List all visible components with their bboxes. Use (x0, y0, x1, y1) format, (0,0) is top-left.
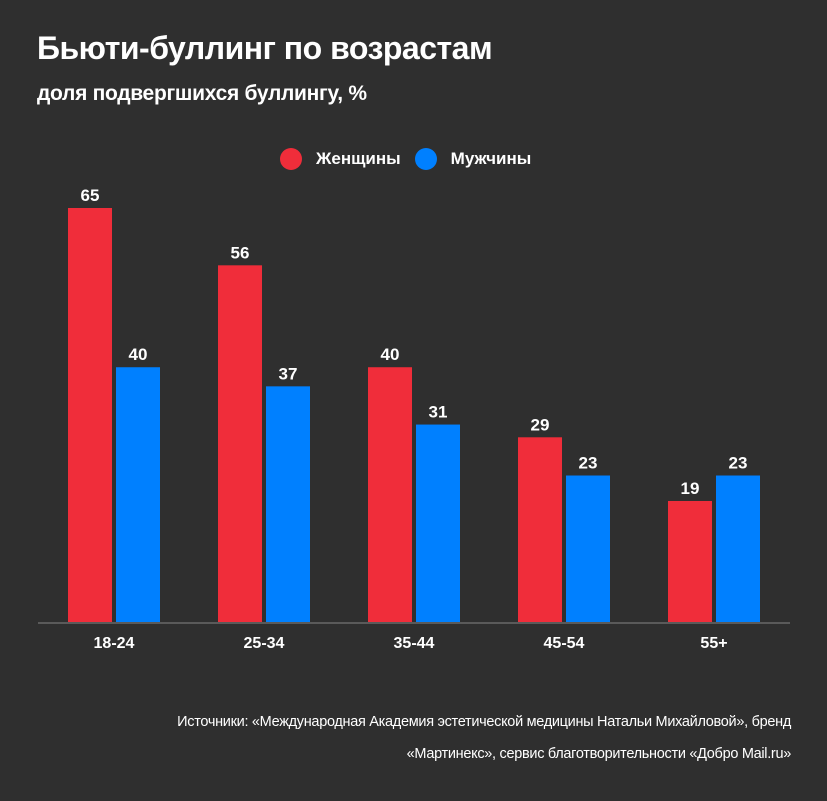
bar-women-25-34 (218, 265, 262, 622)
chart-title: Бьюти-буллинг по возрастам (37, 30, 493, 66)
data-label: 23 (579, 454, 598, 473)
source-note: Источники: «Международная Академия эстет… (177, 706, 791, 770)
legend-item-men: Мужчины (414, 148, 532, 170)
data-label: 31 (429, 403, 448, 422)
chart-subtitle: доля подвергшихся буллингу, % (37, 82, 367, 105)
data-label: 29 (531, 415, 550, 434)
bar-men-45-54 (566, 475, 610, 622)
bar-women-18-24 (68, 208, 112, 622)
bar-men-18-24 (116, 367, 160, 622)
legend-item-women: Женщины (280, 148, 401, 170)
bar-men-35-44 (416, 424, 460, 622)
legend-marker-women (280, 148, 302, 170)
x-tick-label: 18-24 (94, 635, 135, 652)
data-label: 65 (81, 186, 100, 205)
x-tick-label: 55+ (700, 635, 727, 652)
bar-women-55+ (668, 500, 712, 622)
data-label: 19 (681, 479, 700, 498)
x-tick-label: 35-44 (394, 635, 435, 652)
source-line-1: Источники: «Международная Академия эстет… (177, 714, 791, 730)
data-label: 40 (129, 345, 148, 364)
x-tick-label: 45-54 (544, 635, 585, 652)
legend: Женщины Мужчины (280, 148, 545, 170)
legend-label-men: Мужчины (450, 149, 532, 168)
bar-men-55+ (716, 475, 760, 622)
data-label: 40 (381, 345, 400, 364)
bar-women-45-54 (518, 437, 562, 622)
data-label: 37 (279, 364, 298, 383)
legend-label-women: Женщины (316, 149, 401, 168)
data-label: 56 (231, 243, 250, 262)
data-label: 23 (729, 454, 748, 473)
bar-women-35-44 (368, 367, 412, 622)
source-line-2: «Мартинекс», сервис благотворительности … (406, 746, 792, 762)
x-tick-label: 25-34 (244, 635, 285, 652)
bar-men-25-34 (266, 386, 310, 622)
legend-marker-men (414, 148, 437, 170)
